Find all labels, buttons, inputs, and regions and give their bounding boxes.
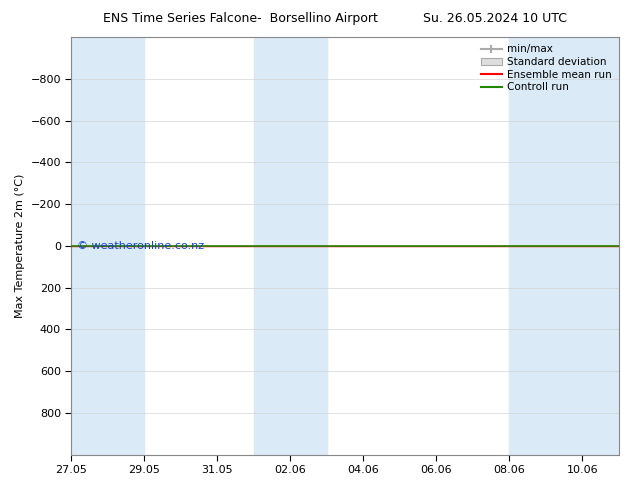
Legend: min/max, Standard deviation, Ensemble mean run, Controll run: min/max, Standard deviation, Ensemble me… — [479, 42, 614, 94]
Text: ENS Time Series Falcone-  Borsellino Airport: ENS Time Series Falcone- Borsellino Airp… — [103, 12, 378, 25]
Bar — [254, 37, 290, 455]
Bar — [72, 37, 145, 455]
Text: © weatheronline.co.nz: © weatheronline.co.nz — [77, 241, 204, 251]
Bar — [290, 37, 327, 455]
Text: Su. 26.05.2024 10 UTC: Su. 26.05.2024 10 UTC — [422, 12, 567, 25]
Y-axis label: Max Temperature 2m (°C): Max Temperature 2m (°C) — [15, 173, 25, 318]
Bar — [510, 37, 546, 455]
Bar — [546, 37, 619, 455]
